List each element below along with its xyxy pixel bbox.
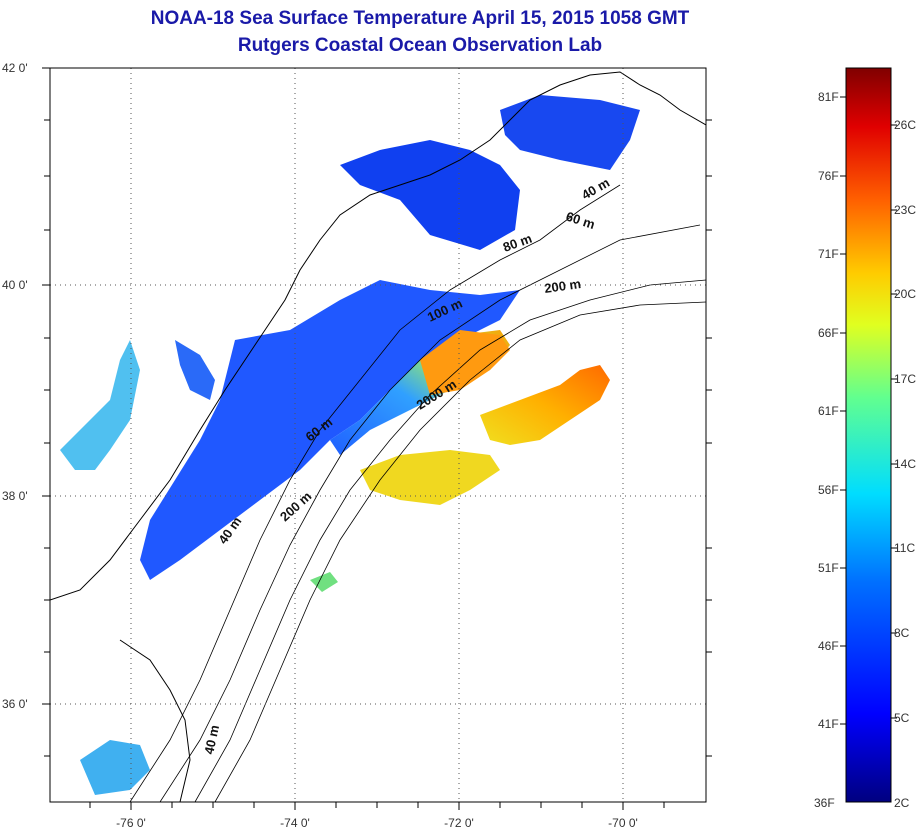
lat-label-36: 36 0' (2, 697, 28, 711)
cb-f-41: 41F (818, 717, 839, 731)
lat-label-38: 38 0' (2, 489, 28, 503)
cb-f-51: 51F (818, 561, 839, 575)
sst-patch-chesapeake (60, 340, 140, 470)
lon-label-76: -76 0' (116, 816, 146, 830)
cb-f-46: 46F (818, 639, 839, 653)
sst-patch-north (340, 140, 520, 250)
lat-label-42: 42 0' (2, 61, 28, 75)
lon-label-74: -74 0' (280, 816, 310, 830)
map-area: 40 m 60 m 80 m 200 m 100 m 2000 m 60 m 2… (50, 71, 706, 802)
lat-label-40: 40 0' (2, 278, 28, 292)
cb-c-5: 5C (894, 711, 910, 725)
cb-c-11: 11C (894, 541, 916, 555)
sst-patch-delaware-bay (175, 340, 215, 400)
coastline (50, 71, 706, 601)
contour-label-40-north: 40 m (579, 175, 612, 203)
cb-f-66: 66F (818, 326, 839, 340)
contour-label-40-south: 40 m (201, 724, 222, 756)
cb-f-76: 76F (818, 169, 839, 183)
cb-c-14: 14C (894, 457, 917, 471)
cb-c-2: 2C (894, 796, 910, 810)
contour-label-60-north: 60 m (564, 209, 597, 232)
sst-patch-gulf-of-maine (500, 95, 640, 170)
isobath-60 (159, 224, 701, 802)
sst-patch-warm-offshore (480, 365, 610, 445)
cb-c-20: 20C (894, 287, 917, 301)
sst-patch-pamlico (80, 740, 150, 795)
map-title: NOAA-18 Sea Surface Temperature April 15… (150, 8, 690, 29)
sst-patch-warm-south (360, 450, 500, 505)
cb-f-56: 56F (818, 483, 839, 497)
isobath-40 (129, 184, 621, 802)
cb-c-26: 26C (894, 118, 917, 132)
cb-f-61: 61F (818, 404, 839, 418)
lon-label-72: -72 0' (444, 816, 474, 830)
map-frame (49, 67, 707, 803)
colorbar (845, 67, 892, 803)
sst-patch-warm-core (420, 330, 510, 395)
contour-label-200-north: 200 m (543, 276, 582, 296)
isobath-2000 (214, 301, 706, 802)
isobath-200 (194, 279, 706, 802)
contour-label-200-south: 200 m (277, 488, 314, 524)
cb-f-71: 71F (818, 247, 839, 261)
cb-f-36: 36F (814, 796, 835, 810)
cb-c-17: 17C (894, 372, 917, 386)
map-subtitle: Rutgers Coastal Ocean Observation Lab (237, 35, 603, 56)
coastline-south (119, 639, 191, 802)
colorbar-ticks (840, 96, 897, 725)
cb-f-81: 81F (818, 90, 839, 104)
cb-c-23: 23C (894, 203, 917, 217)
tick-marks (42, 67, 712, 810)
cb-c-8: 8C (894, 626, 910, 640)
sst-patch-small (310, 572, 338, 592)
lon-label-70: -70 0' (608, 816, 638, 830)
